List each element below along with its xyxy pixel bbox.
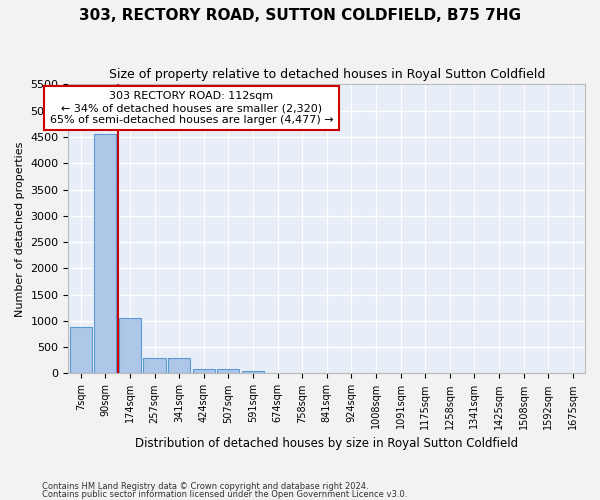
Bar bbox=[94, 134, 116, 374]
Bar bbox=[217, 368, 239, 374]
Bar bbox=[70, 327, 92, 374]
Bar bbox=[193, 368, 215, 374]
Bar bbox=[242, 370, 264, 374]
Text: 303 RECTORY ROAD: 112sqm
← 34% of detached houses are smaller (2,320)
65% of sem: 303 RECTORY ROAD: 112sqm ← 34% of detach… bbox=[50, 92, 333, 124]
Bar bbox=[119, 318, 141, 374]
Text: 303, RECTORY ROAD, SUTTON COLDFIELD, B75 7HG: 303, RECTORY ROAD, SUTTON COLDFIELD, B75… bbox=[79, 8, 521, 22]
Y-axis label: Number of detached properties: Number of detached properties bbox=[15, 142, 25, 316]
Bar bbox=[168, 358, 190, 374]
Title: Size of property relative to detached houses in Royal Sutton Coldfield: Size of property relative to detached ho… bbox=[109, 68, 545, 80]
Bar bbox=[143, 358, 166, 374]
Text: Contains HM Land Registry data © Crown copyright and database right 2024.: Contains HM Land Registry data © Crown c… bbox=[42, 482, 368, 491]
X-axis label: Distribution of detached houses by size in Royal Sutton Coldfield: Distribution of detached houses by size … bbox=[135, 437, 518, 450]
Text: Contains public sector information licensed under the Open Government Licence v3: Contains public sector information licen… bbox=[42, 490, 407, 499]
